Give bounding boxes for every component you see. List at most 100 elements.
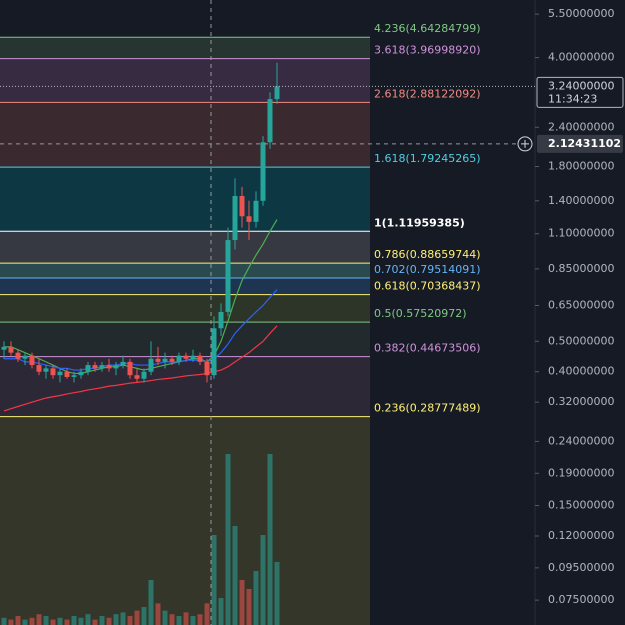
candles [1,62,280,383]
candle-body [106,365,112,369]
crosshair-price-label: 2.12431102 [548,137,621,150]
fib-zone [0,322,370,357]
y-tick-label: 0.32000000 [548,395,614,408]
y-tick-label: 1.10000000 [548,227,614,240]
moving-averages [3,219,278,412]
candle-body [169,358,175,362]
fib-zone [0,263,370,278]
candle-body [78,371,84,376]
candle-body [260,142,266,201]
volume-bar [43,616,49,625]
volume-bar [155,603,161,625]
y-tick-label: 0.12000000 [548,529,614,542]
volume-bar [106,617,112,625]
volume-bar [183,612,189,625]
fib-label: 0.702(0.79514091) [374,263,481,276]
y-tick-label: 0.07500000 [548,593,614,606]
y-tick-label: 1.80000000 [548,160,614,173]
y-tick-label: 0.65000000 [548,298,614,311]
labels: 4.236(4.64284799) 3.618(3.96998920) 2.618(… [0,7,624,606]
candle-body [239,196,245,217]
candle-body [92,365,98,369]
volume-bar [197,614,203,625]
candle-body [85,365,91,372]
fib-label: 0.786(0.88659744) [374,248,481,261]
fib-zone [0,231,370,264]
volume-bar [15,616,21,625]
volume-bar [246,589,252,625]
candle-body [197,355,203,362]
candle-body [246,216,252,222]
candle-body [211,328,217,376]
fib-zone [0,102,370,168]
y-tick-label: 0.40000000 [548,365,614,378]
candle-body [1,346,7,350]
crosshair-price-box [537,134,623,153]
moving-average [4,289,278,371]
candle-body [15,352,21,359]
plus-icon [521,139,529,148]
candle-body [162,358,168,362]
y-tick-label: 0.15000000 [548,499,614,512]
candle-body [64,371,70,377]
candle-body [141,371,147,379]
candle-body [183,355,189,359]
y-tick-label: 5.50000000 [548,7,614,20]
candle-body [43,368,49,372]
y-tick-label: 0.50000000 [548,334,614,347]
y-tick-label: 0.19000000 [548,466,614,479]
volume-bar [99,616,105,625]
volume-bar [141,607,147,625]
volume-bar [148,580,154,625]
fib-zone [0,294,370,323]
candle-body [36,365,42,372]
y-tick-label: 0.85000000 [548,262,614,275]
volume-bar [239,580,245,625]
volume-bar [204,603,210,625]
fib-label: 0.382(0.44673506) [374,342,481,355]
volume-bar [113,614,119,625]
candle-body [71,375,77,377]
volume-bar [176,616,182,625]
candle-body [225,240,231,312]
volume-bar [64,619,70,625]
candle-body [120,361,126,366]
fib-label: 4.236(4.64284799) [374,22,481,35]
candle-body [218,311,224,329]
fib-label: 0.236(0.28777489) [374,402,481,415]
candle-body [232,196,238,241]
volume-bar [127,616,133,625]
fib-label: 0.618(0.70368437) [374,280,481,293]
candle-body [29,355,35,366]
volume-bar [36,614,42,625]
volume-bar [218,598,224,625]
volume-bar [134,610,140,625]
volume-bar [85,614,91,625]
candle-body [155,358,161,362]
last-price-label: 3.24000000 [548,79,614,92]
candle-body [134,375,140,379]
y-tick-label: 2.40000000 [548,120,614,133]
last-price-box [536,76,624,108]
volume-bar [92,619,98,625]
fib-zone [0,416,370,625]
fib-label: 1.618(1.79245265) [374,152,481,165]
candle-body [22,355,28,359]
fib-label: 3.618(3.96998920) [374,44,481,57]
volume-bar [1,617,7,625]
countdown: 11:34:23 [548,92,597,105]
fib-zone [0,356,370,417]
candle-body [190,355,196,359]
candle-body [50,368,56,376]
volume-bar [260,535,266,625]
volume-bar [57,617,63,625]
fib-zone [0,58,370,103]
fib-label: 1(1.11959385) [374,216,465,229]
volume-bar [225,454,231,625]
volume-bar [190,616,196,625]
volume-bar [162,610,168,625]
y-tick-label: 0.09500000 [548,561,614,574]
candle-body [113,365,119,369]
fib-label: 0.5(0.57520972) [374,307,467,320]
